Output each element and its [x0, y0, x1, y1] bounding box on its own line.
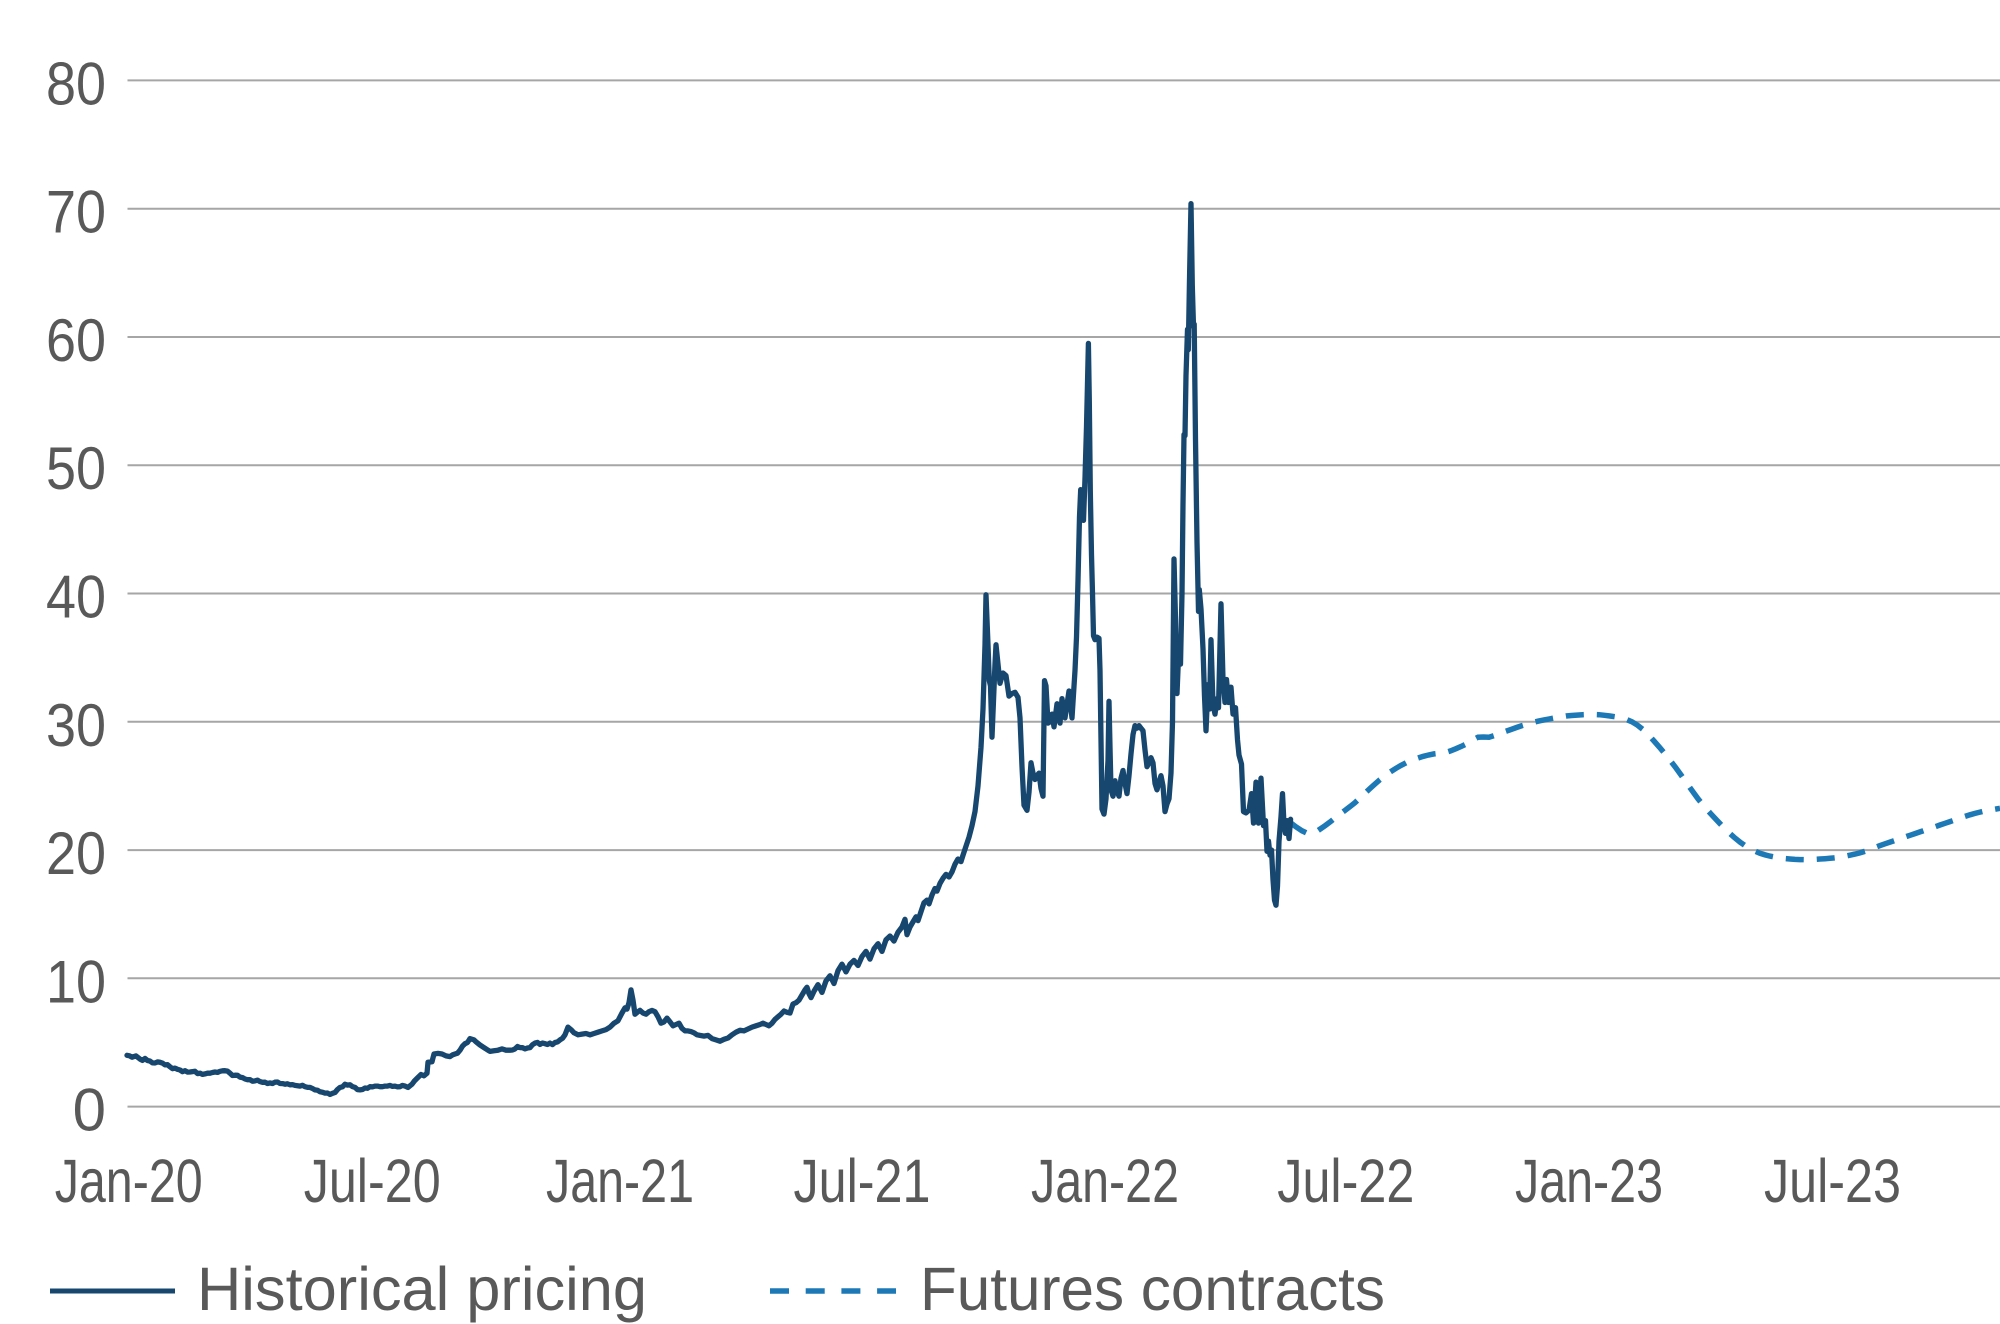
svg-text:Historical pricing: Historical pricing: [197, 1255, 647, 1323]
svg-text:Jul-21: Jul-21: [794, 1147, 931, 1215]
svg-text:Jul-23: Jul-23: [1764, 1147, 1901, 1215]
svg-text:50: 50: [46, 435, 106, 502]
svg-text:Futures contracts: Futures contracts: [920, 1255, 1385, 1323]
svg-text:Jan-21: Jan-21: [546, 1147, 694, 1215]
svg-text:Jan-23: Jan-23: [1515, 1147, 1663, 1215]
svg-text:20: 20: [46, 820, 106, 887]
svg-text:Jul-20: Jul-20: [304, 1147, 441, 1215]
svg-text:70: 70: [46, 179, 106, 246]
svg-text:Jan-22: Jan-22: [1031, 1147, 1179, 1215]
svg-text:0: 0: [73, 1077, 106, 1144]
svg-text:10: 10: [46, 948, 106, 1015]
svg-text:30: 30: [46, 692, 106, 759]
svg-text:Jan-20: Jan-20: [55, 1147, 203, 1215]
svg-text:60: 60: [46, 307, 106, 374]
svg-text:40: 40: [46, 564, 106, 631]
svg-text:Jul-22: Jul-22: [1277, 1147, 1414, 1215]
svg-text:80: 80: [46, 50, 106, 117]
